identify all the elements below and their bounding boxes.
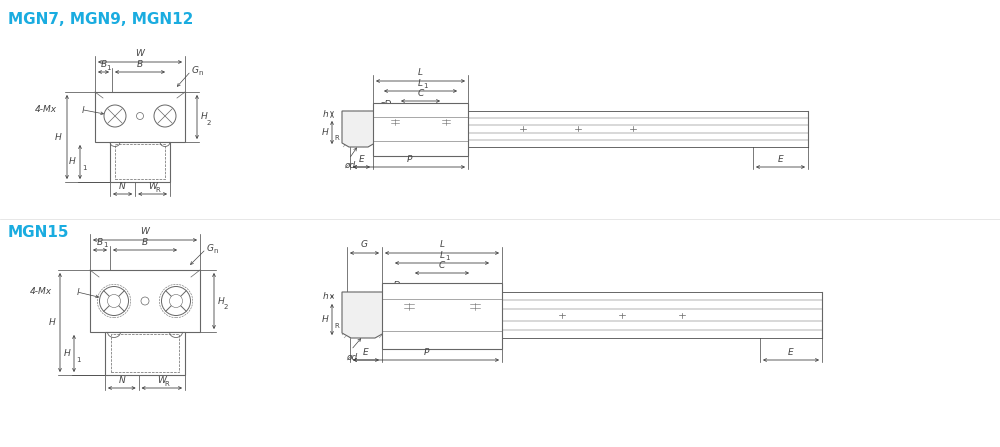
Text: h: h: [322, 110, 328, 119]
Text: H: H: [69, 157, 76, 166]
Circle shape: [154, 105, 176, 127]
Text: øD: øD: [379, 100, 391, 109]
Text: R: R: [156, 186, 160, 193]
Text: 1: 1: [445, 256, 450, 261]
Text: H: H: [321, 128, 328, 137]
Text: 1: 1: [106, 64, 111, 71]
Text: C: C: [417, 89, 424, 98]
Text: ød: ød: [346, 353, 357, 362]
Text: P: P: [406, 155, 412, 164]
Text: ød: ød: [344, 161, 355, 170]
Text: L: L: [418, 79, 423, 88]
Text: h: h: [322, 292, 328, 301]
Text: W: W: [157, 376, 166, 385]
Text: G: G: [192, 67, 199, 76]
Text: 4-Mx: 4-Mx: [35, 105, 57, 114]
Circle shape: [141, 297, 149, 305]
Text: B: B: [97, 238, 103, 247]
Circle shape: [104, 105, 126, 127]
Text: 2: 2: [207, 120, 211, 126]
Polygon shape: [342, 292, 384, 338]
Text: 4-Mx: 4-Mx: [30, 287, 52, 296]
Text: N: N: [119, 182, 126, 191]
Text: H: H: [201, 113, 208, 122]
Text: G: G: [361, 240, 368, 249]
Text: n: n: [213, 248, 218, 254]
Text: H: H: [48, 318, 55, 327]
Text: H: H: [321, 315, 328, 324]
Text: W: W: [136, 49, 144, 58]
Bar: [95, 92, 185, 142]
Circle shape: [169, 295, 183, 308]
Text: øD: øD: [388, 281, 400, 290]
Bar: [110, 142, 170, 182]
Text: L: L: [440, 240, 444, 249]
Text: B: B: [142, 238, 148, 247]
Text: R: R: [334, 322, 339, 329]
Circle shape: [136, 113, 144, 119]
Circle shape: [100, 287, 128, 316]
Text: E: E: [788, 348, 794, 357]
Text: C: C: [439, 261, 445, 270]
Text: l: l: [82, 106, 84, 115]
Text: G: G: [207, 245, 214, 253]
Bar: [105, 332, 185, 375]
Bar: [111, 334, 179, 372]
Text: MGN7, MGN9, MGN12: MGN7, MGN9, MGN12: [8, 12, 193, 27]
Text: B: B: [100, 60, 107, 69]
Text: R: R: [165, 380, 170, 387]
Text: E: E: [778, 155, 783, 164]
Bar: [115, 144, 165, 179]
Bar: [90, 270, 200, 332]
Text: E: E: [363, 348, 369, 357]
Text: 1: 1: [103, 243, 108, 249]
Text: W: W: [141, 227, 149, 236]
Text: 2: 2: [224, 304, 228, 310]
Text: MGN15: MGN15: [8, 225, 70, 240]
Text: P: P: [423, 348, 429, 357]
Text: W: W: [148, 182, 157, 191]
Text: H: H: [63, 349, 70, 358]
Text: E: E: [359, 155, 364, 164]
Text: 1: 1: [82, 165, 86, 171]
Text: N: N: [118, 376, 125, 385]
Text: H: H: [218, 296, 225, 305]
Bar: [382, 283, 502, 349]
Circle shape: [107, 295, 121, 308]
Text: 1: 1: [424, 84, 428, 89]
Text: l: l: [77, 288, 80, 297]
Bar: [373, 103, 468, 156]
Text: B: B: [137, 60, 143, 69]
Text: L: L: [418, 68, 423, 77]
Circle shape: [162, 287, 190, 316]
Text: L: L: [440, 251, 444, 260]
Polygon shape: [342, 111, 375, 147]
Text: H: H: [55, 132, 62, 142]
Text: n: n: [198, 70, 202, 76]
Text: 1: 1: [76, 357, 80, 363]
Text: R: R: [334, 135, 339, 142]
